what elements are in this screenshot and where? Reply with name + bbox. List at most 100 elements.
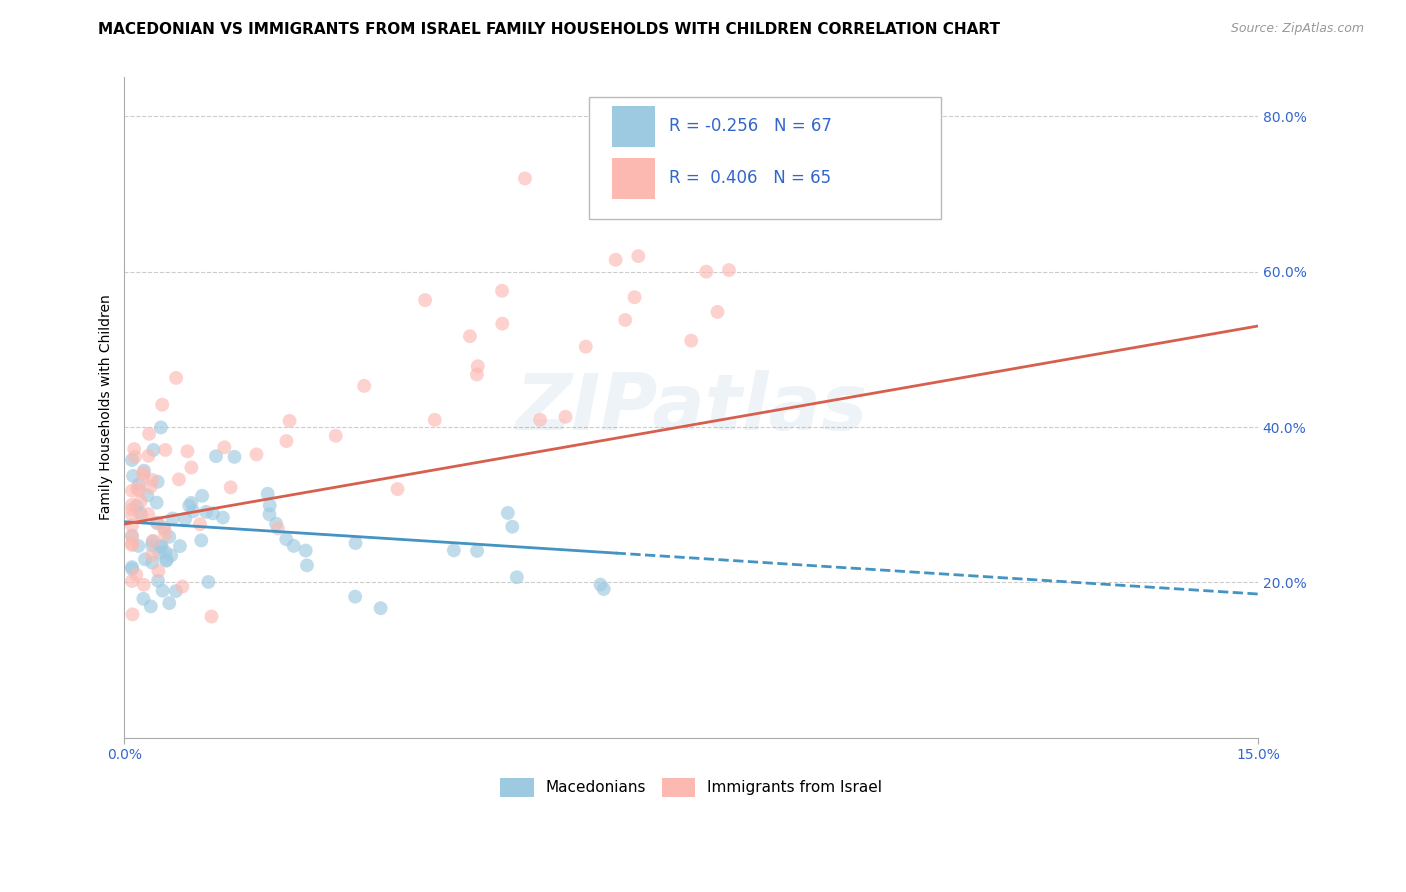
Point bbox=[179, 499, 201, 513]
Point bbox=[219, 480, 242, 494]
Point bbox=[131, 509, 153, 524]
Point bbox=[124, 450, 146, 464]
Point bbox=[155, 545, 177, 559]
Point bbox=[278, 414, 301, 428]
Point bbox=[121, 518, 143, 533]
Point bbox=[132, 469, 155, 483]
Point bbox=[146, 516, 169, 530]
Point bbox=[706, 305, 728, 319]
Point bbox=[264, 516, 287, 531]
Point bbox=[353, 379, 375, 393]
Point bbox=[167, 472, 190, 486]
Point bbox=[155, 552, 177, 566]
Point bbox=[554, 409, 576, 424]
Point bbox=[121, 607, 143, 622]
Point bbox=[138, 426, 160, 441]
Point bbox=[128, 483, 150, 498]
Text: MACEDONIAN VS IMMIGRANTS FROM ISRAEL FAMILY HOUSEHOLDS WITH CHILDREN CORRELATION: MACEDONIAN VS IMMIGRANTS FROM ISRAEL FAM… bbox=[98, 22, 1001, 37]
Point bbox=[695, 265, 717, 279]
Point bbox=[623, 290, 645, 304]
Text: R = -0.256   N = 67: R = -0.256 N = 67 bbox=[668, 118, 831, 136]
Point bbox=[180, 460, 202, 475]
Point bbox=[717, 263, 740, 277]
Point bbox=[141, 548, 163, 562]
FancyBboxPatch shape bbox=[589, 97, 941, 219]
Point bbox=[467, 359, 489, 374]
Point bbox=[134, 552, 156, 566]
Point bbox=[121, 530, 143, 544]
Point bbox=[443, 543, 465, 558]
Point bbox=[148, 545, 170, 559]
Point bbox=[458, 329, 481, 343]
Point bbox=[191, 489, 214, 503]
Point bbox=[125, 499, 148, 513]
Point bbox=[267, 521, 290, 535]
Point bbox=[496, 506, 519, 520]
Point bbox=[157, 596, 180, 610]
Point bbox=[146, 475, 169, 489]
Text: Source: ZipAtlas.com: Source: ZipAtlas.com bbox=[1230, 22, 1364, 36]
Point bbox=[513, 171, 536, 186]
Point bbox=[245, 447, 267, 461]
Point bbox=[146, 516, 169, 530]
Point bbox=[165, 371, 187, 385]
Point bbox=[423, 413, 446, 427]
Y-axis label: Family Households with Children: Family Households with Children bbox=[100, 294, 114, 520]
Point bbox=[142, 533, 165, 548]
Point bbox=[413, 293, 436, 307]
Point bbox=[370, 601, 392, 615]
Point bbox=[121, 453, 143, 467]
FancyBboxPatch shape bbox=[612, 106, 655, 147]
Point bbox=[146, 574, 169, 588]
Point bbox=[157, 530, 180, 544]
Point bbox=[465, 544, 488, 558]
Point bbox=[344, 590, 367, 604]
Point bbox=[132, 591, 155, 606]
Point bbox=[160, 549, 183, 563]
Point bbox=[256, 487, 278, 501]
Point bbox=[121, 538, 143, 552]
Point bbox=[589, 577, 612, 591]
Point bbox=[139, 480, 162, 494]
Point bbox=[627, 249, 650, 263]
Point bbox=[214, 440, 236, 454]
Point bbox=[149, 540, 172, 554]
Point bbox=[142, 534, 165, 549]
Point bbox=[127, 539, 149, 553]
Point bbox=[276, 533, 298, 547]
Point bbox=[129, 506, 152, 520]
Point bbox=[141, 538, 163, 552]
Point bbox=[136, 488, 159, 502]
Point bbox=[681, 334, 703, 348]
Point bbox=[121, 528, 143, 542]
Point bbox=[165, 584, 187, 599]
Point bbox=[141, 556, 163, 570]
Point bbox=[195, 505, 218, 519]
Point bbox=[129, 494, 152, 508]
Point bbox=[121, 483, 143, 498]
Point bbox=[172, 580, 194, 594]
Point bbox=[121, 502, 143, 516]
Point bbox=[132, 466, 155, 480]
Point bbox=[122, 442, 145, 456]
Point bbox=[125, 567, 148, 582]
Point bbox=[501, 519, 523, 533]
Point bbox=[150, 398, 173, 412]
Point bbox=[295, 558, 318, 573]
Point bbox=[491, 317, 513, 331]
Point bbox=[155, 554, 177, 568]
Point bbox=[162, 511, 184, 525]
Point bbox=[605, 252, 627, 267]
Point bbox=[200, 609, 222, 624]
Point bbox=[259, 508, 281, 522]
Point bbox=[128, 477, 150, 491]
Point bbox=[176, 444, 198, 458]
Point bbox=[148, 564, 170, 578]
Point bbox=[201, 507, 224, 521]
Point bbox=[283, 539, 305, 553]
Text: R =  0.406   N = 65: R = 0.406 N = 65 bbox=[668, 169, 831, 187]
Point bbox=[344, 536, 367, 550]
Point bbox=[529, 413, 551, 427]
Point bbox=[121, 562, 143, 576]
Point bbox=[136, 507, 159, 521]
